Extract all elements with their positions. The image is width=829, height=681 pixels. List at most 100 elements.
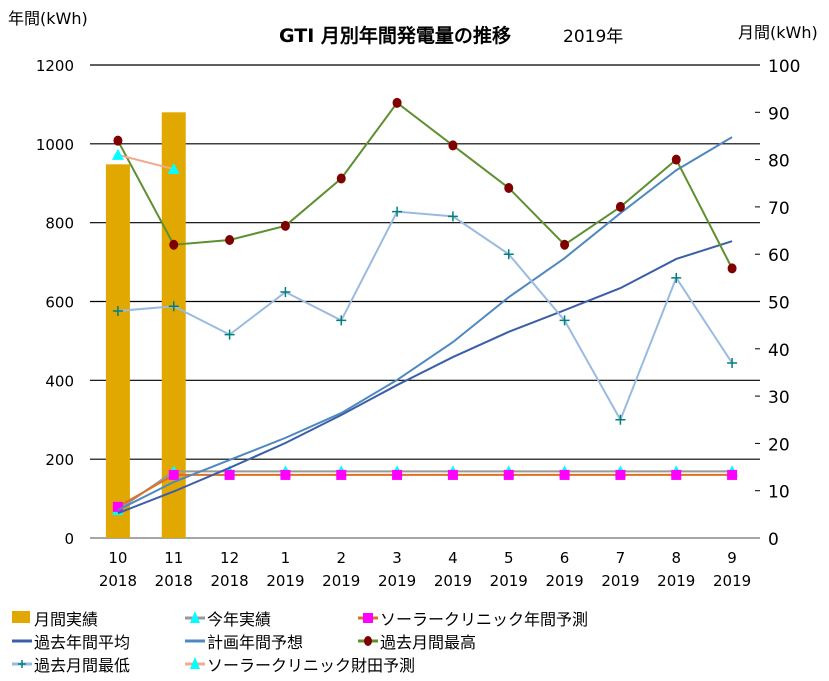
right-tick-label: 30	[768, 388, 790, 408]
marker-circle	[671, 154, 681, 165]
marker-plus	[336, 315, 347, 326]
legend-label: ソーラークリニック財田予測	[207, 656, 415, 675]
right-tick-label: 70	[768, 199, 790, 219]
marker-circle	[448, 140, 458, 151]
marker-circle	[504, 182, 514, 193]
x-tick-year: 2019	[322, 572, 360, 590]
marker-plus	[168, 301, 179, 312]
x-tick-label: 8	[671, 549, 681, 567]
x-tick-year: 2018	[155, 572, 193, 590]
x-tick-year: 2019	[545, 572, 583, 590]
left-tick-label: 600	[45, 294, 74, 312]
marker-circle	[560, 239, 570, 250]
marker-square	[671, 469, 682, 480]
marker-plus	[280, 287, 291, 298]
legend-marker-circle	[364, 636, 372, 646]
left-tick-label: 400	[45, 372, 74, 390]
chart-subtitle: 2019年	[563, 27, 623, 47]
marker-triangle	[111, 148, 124, 160]
left-tick-label: 200	[45, 451, 74, 469]
legend-marker-square	[363, 613, 373, 623]
right-axis-label: 月間(kWh)	[738, 23, 818, 42]
series-line	[117, 210, 733, 423]
right-tick-label: 20	[768, 435, 790, 455]
right-tick-label: 50	[768, 294, 790, 314]
x-tick-label: 1	[281, 549, 291, 567]
marker-square	[224, 469, 235, 480]
x-tick-year: 2019	[657, 572, 695, 590]
left-tick-label: 1000	[36, 136, 74, 154]
marker-square	[112, 501, 123, 512]
legend-label: 過去月間最高	[380, 633, 476, 652]
series-line	[117, 136, 733, 511]
marker-circle	[280, 220, 290, 231]
marker-triangle	[167, 163, 180, 175]
x-tick-year: 2019	[490, 572, 528, 590]
legend-label: 過去月間最低	[34, 656, 130, 675]
x-tick-year: 2018	[210, 572, 248, 590]
legend-marker-triangle	[190, 611, 200, 623]
right-tick-label: 90	[768, 104, 790, 124]
bar	[105, 164, 130, 538]
marker-circle	[615, 201, 625, 212]
x-tick-year: 2019	[434, 572, 472, 590]
marker-square	[559, 469, 570, 480]
x-tick-label: 4	[448, 549, 458, 567]
x-tick-year: 2019	[266, 572, 304, 590]
series-line	[117, 153, 174, 171]
marker-square	[727, 469, 738, 480]
marker-circle	[336, 173, 346, 184]
legend-marker-triangle	[190, 657, 200, 669]
marker-circle	[392, 97, 402, 108]
x-tick-year: 2019	[601, 572, 639, 590]
marker-square	[615, 469, 626, 480]
x-tick-year: 2018	[99, 572, 137, 590]
marker-plus	[112, 305, 123, 316]
marker-square	[280, 469, 291, 480]
left-axis-label: 年間(kWh)	[8, 9, 88, 28]
right-tick-label: 10	[768, 483, 790, 503]
legend-marker-plus	[18, 660, 26, 668]
x-tick-label: 12	[220, 549, 239, 567]
marker-plus	[727, 357, 738, 368]
marker-circle	[225, 235, 235, 246]
left-tick-label: 1200	[36, 57, 74, 75]
marker-square	[336, 469, 347, 480]
marker-square	[447, 469, 458, 480]
x-tick-year: 2019	[378, 572, 416, 590]
x-tick-label: 10	[108, 549, 127, 567]
x-tick-label: 2	[336, 549, 346, 567]
marker-circle	[727, 263, 737, 274]
x-tick-label: 6	[560, 549, 570, 567]
x-tick-label: 9	[727, 549, 737, 567]
legend-label: ソーラークリニック年間予測	[380, 610, 588, 629]
right-tick-label: 100	[768, 57, 800, 77]
legend-label: 計画年間予想	[207, 633, 303, 652]
x-tick-label: 5	[504, 549, 514, 567]
right-tick-label: 40	[768, 341, 790, 361]
left-tick-label: 0	[64, 530, 74, 548]
series-line	[117, 101, 733, 269]
right-tick-label: 80	[768, 152, 790, 172]
x-tick-year: 2019	[713, 572, 751, 590]
marker-square	[392, 469, 403, 480]
legend-label: 月間実績	[34, 610, 98, 629]
marker-plus	[447, 211, 458, 222]
marker-plus	[392, 206, 403, 217]
left-tick-label: 800	[45, 215, 74, 233]
marker-plus	[559, 315, 570, 326]
x-tick-label: 3	[392, 549, 402, 567]
marker-plus	[615, 414, 626, 425]
x-tick-label: 7	[616, 549, 626, 567]
marker-square	[503, 469, 514, 480]
marker-circle	[113, 135, 123, 146]
series-line	[117, 240, 733, 515]
marker-plus	[224, 329, 235, 340]
legend-label: 過去年間平均	[34, 633, 130, 652]
marker-square	[168, 469, 179, 480]
x-tick-label: 11	[164, 549, 183, 567]
series-line	[117, 473, 733, 508]
legend-swatch	[12, 611, 30, 623]
